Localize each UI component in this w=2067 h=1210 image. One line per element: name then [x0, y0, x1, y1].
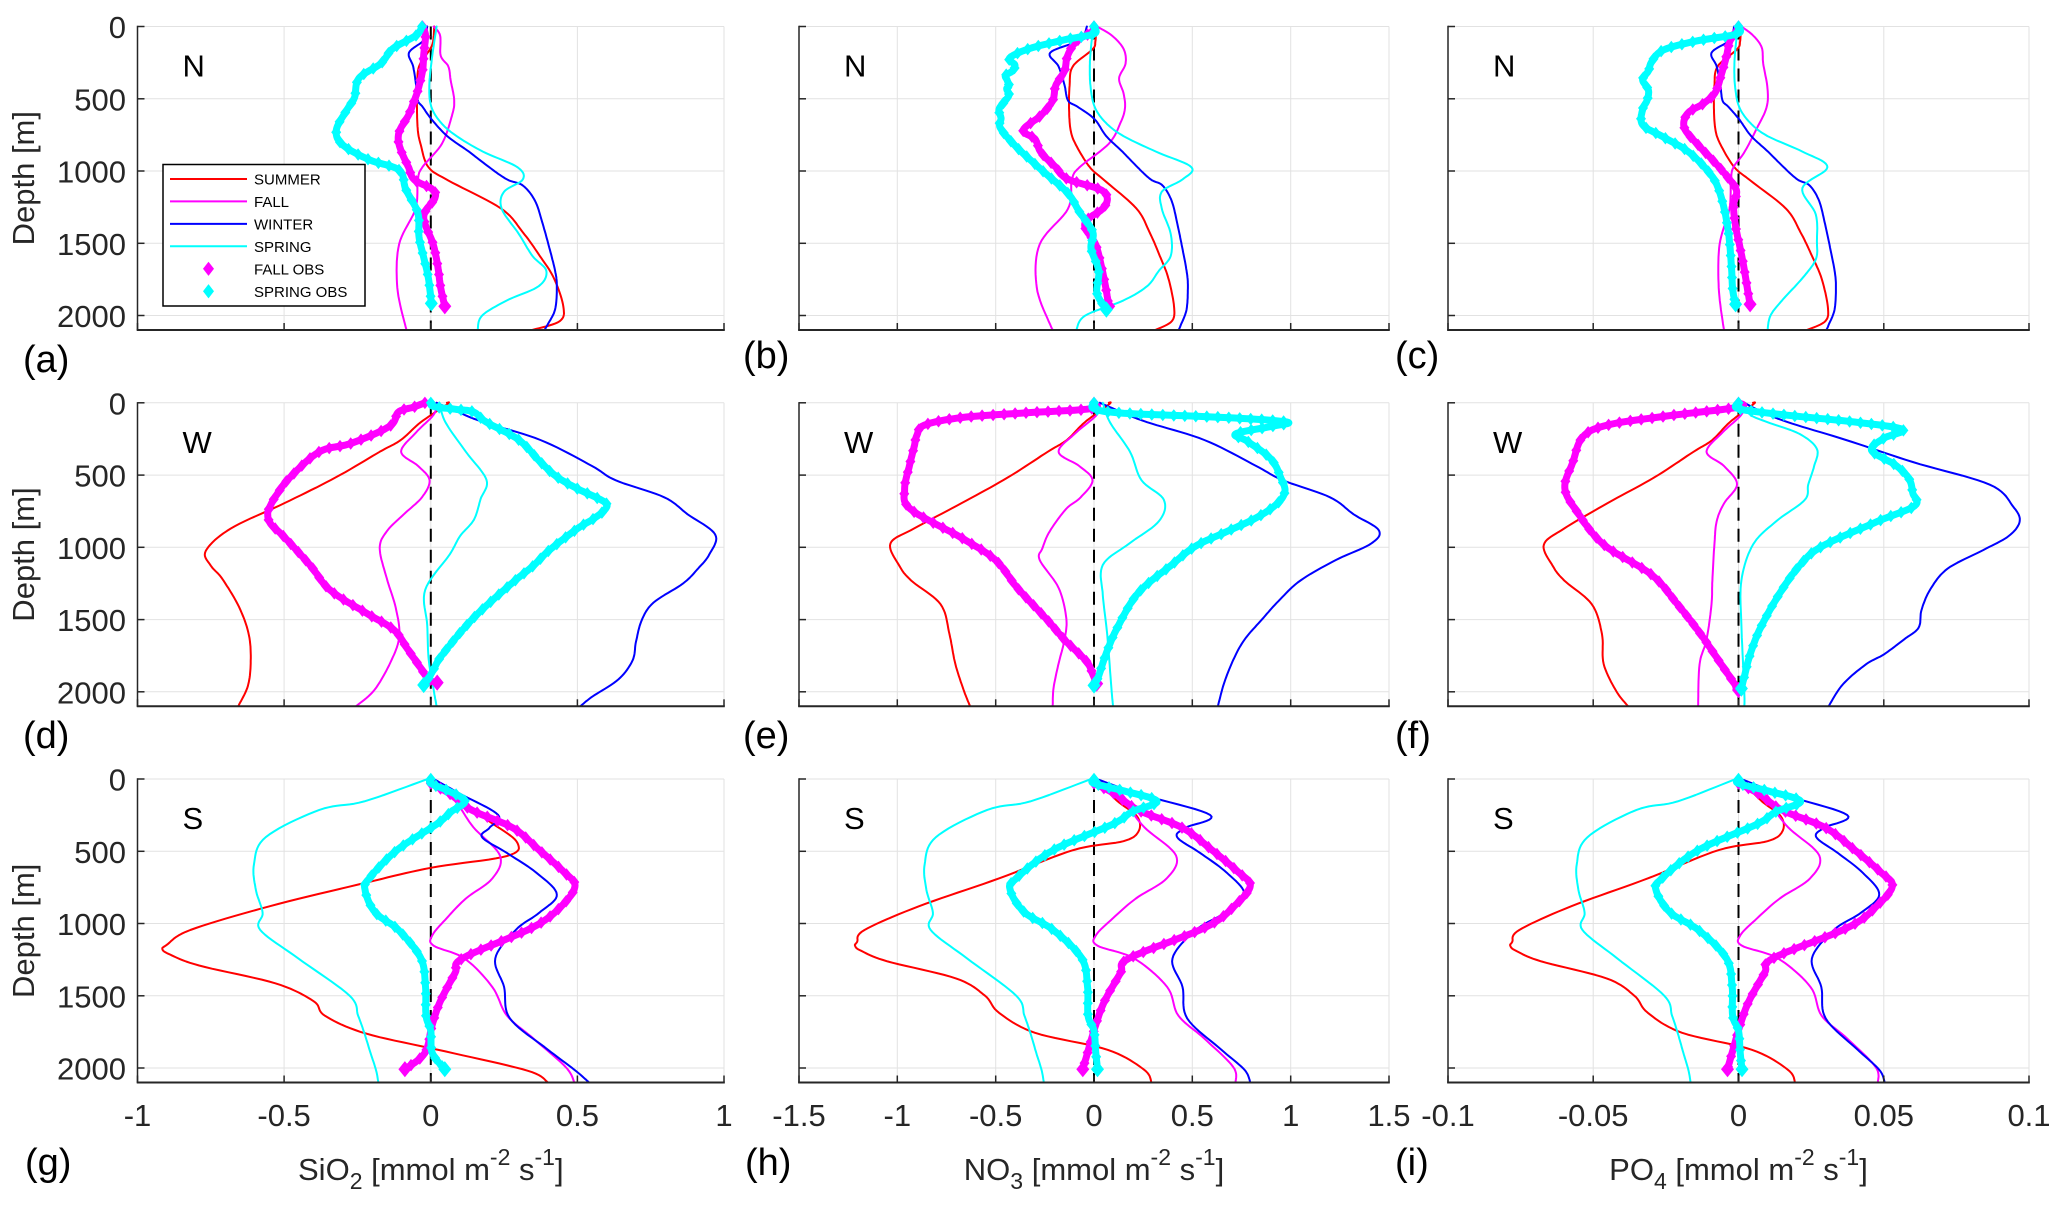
svg-text:(a): (a) — [23, 339, 69, 381]
svg-text:(i): (i) — [1395, 1142, 1429, 1184]
svg-text:1500: 1500 — [57, 603, 126, 638]
svg-text:(f): (f) — [1395, 715, 1431, 757]
svg-text:-0.5: -0.5 — [257, 1098, 310, 1133]
svg-text:NO3 [mmol m-2 s-1]: NO3 [mmol m-2 s-1] — [964, 1144, 1224, 1194]
svg-text:S: S — [1493, 801, 1514, 836]
svg-text:Depth [m]: Depth [m] — [6, 487, 41, 621]
svg-text:FALL: FALL — [254, 194, 289, 211]
svg-text:1: 1 — [1282, 1098, 1299, 1133]
svg-text:0: 0 — [1730, 1098, 1747, 1133]
svg-text:(c): (c) — [1395, 335, 1439, 377]
svg-text:Depth [m]: Depth [m] — [6, 111, 41, 245]
svg-text:N: N — [183, 49, 205, 84]
svg-text:1000: 1000 — [57, 155, 126, 190]
svg-text:W: W — [183, 425, 213, 460]
svg-text:(g): (g) — [25, 1142, 71, 1184]
svg-text:0: 0 — [109, 10, 126, 45]
svg-text:N: N — [844, 49, 866, 84]
svg-text:1000: 1000 — [57, 907, 126, 942]
svg-text:500: 500 — [74, 835, 126, 870]
svg-text:(d): (d) — [23, 715, 69, 757]
svg-text:(e): (e) — [743, 715, 789, 757]
svg-text:1000: 1000 — [57, 531, 126, 566]
svg-text:S: S — [183, 801, 204, 836]
svg-text:2000: 2000 — [57, 299, 126, 334]
svg-text:(b): (b) — [743, 335, 789, 377]
svg-text:0: 0 — [109, 763, 126, 798]
svg-text:2000: 2000 — [57, 675, 126, 710]
svg-text:SPRING: SPRING — [254, 239, 312, 256]
svg-text:0: 0 — [1085, 1098, 1102, 1133]
svg-text:0: 0 — [422, 1098, 439, 1133]
svg-text:Depth [m]: Depth [m] — [6, 864, 41, 998]
svg-text:SPRING OBS: SPRING OBS — [254, 284, 347, 301]
svg-text:-0.05: -0.05 — [1558, 1098, 1629, 1133]
svg-text:WINTER: WINTER — [254, 216, 313, 233]
svg-text:PO4 [mmol m-2 s-1]: PO4 [mmol m-2 s-1] — [1609, 1144, 1868, 1194]
svg-text:1: 1 — [715, 1098, 732, 1133]
svg-text:W: W — [1493, 425, 1523, 460]
svg-text:2000: 2000 — [57, 1052, 126, 1087]
svg-text:S: S — [844, 801, 865, 836]
svg-text:N: N — [1493, 49, 1515, 84]
svg-text:-1: -1 — [884, 1098, 912, 1133]
svg-text:500: 500 — [74, 459, 126, 494]
svg-text:W: W — [844, 425, 874, 460]
svg-text:1500: 1500 — [57, 227, 126, 262]
svg-text:0: 0 — [109, 386, 126, 421]
svg-text:0.5: 0.5 — [556, 1098, 599, 1133]
svg-text:0.5: 0.5 — [1171, 1098, 1214, 1133]
svg-text:-1: -1 — [124, 1098, 152, 1133]
svg-text:SiO2 [mmol m-2 s-1]: SiO2 [mmol m-2 s-1] — [298, 1144, 564, 1194]
svg-text:(h): (h) — [745, 1142, 791, 1184]
svg-text:500: 500 — [74, 82, 126, 117]
svg-text:-1.5: -1.5 — [772, 1098, 825, 1133]
svg-text:SUMMER: SUMMER — [254, 172, 321, 189]
svg-text:1.5: 1.5 — [1367, 1098, 1410, 1133]
svg-text:1500: 1500 — [57, 979, 126, 1014]
svg-text:FALL OBS: FALL OBS — [254, 261, 324, 278]
svg-text:-0.1: -0.1 — [1421, 1098, 1474, 1133]
svg-text:0.1: 0.1 — [2007, 1098, 2050, 1133]
svg-text:0.05: 0.05 — [1854, 1098, 1914, 1133]
svg-text:-0.5: -0.5 — [969, 1098, 1022, 1133]
